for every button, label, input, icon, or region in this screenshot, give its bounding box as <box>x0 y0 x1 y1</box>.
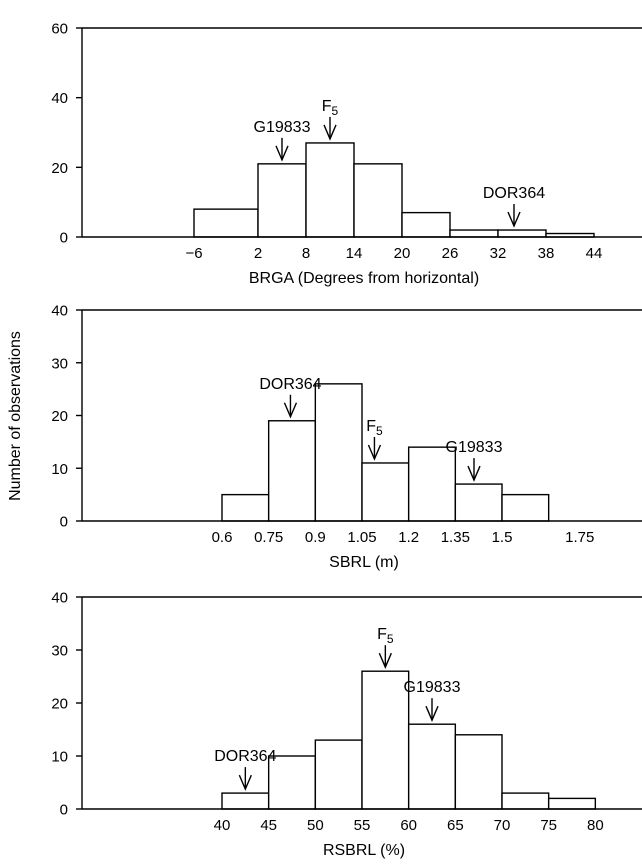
chart-brga: 0 20 40 60 −6 2 8 14 20 26 32 38 44 BRGA (Degrees fro… <box>51 21 642 287</box>
rsbrl-bar-7 <box>547 797 597 810</box>
brga-y-tick-label: 20 <box>51 160 68 177</box>
sbrl-x-tick-label: 1.2 <box>398 529 419 546</box>
rsbrl-y-tick-label: 40 <box>51 590 68 607</box>
brga-x-tick-label: 32 <box>490 245 507 262</box>
brga-x-tick-label: 26 <box>442 245 459 262</box>
brga-annotation-arrow-head <box>275 145 289 162</box>
brga-annotation-f5: F5 <box>322 98 339 118</box>
brga-bar-6 <box>497 229 547 238</box>
rsbrl-y-tick-label: 20 <box>51 696 68 713</box>
rsbrl-bar-0 <box>221 792 270 810</box>
rsbrl-x-tick-label: 65 <box>447 817 464 834</box>
brga-x-tick-label: 8 <box>302 245 310 262</box>
sbrl-bar-0 <box>221 493 270 522</box>
sbrl-x-tick-label: 1.75 <box>565 529 594 546</box>
chart-sbrl: 0 10 20 30 40 0.6 0.75 0.9 1.05 1.2 1.35 1.5 1.75 SBR… <box>51 303 642 571</box>
sbrl-y-tick-label: 30 <box>51 355 68 372</box>
brga-x-tick-label: 20 <box>394 245 411 262</box>
brga-bar-4 <box>401 211 451 238</box>
brga-x-tick-label: 44 <box>586 245 603 262</box>
brga-y-tick-label: 60 <box>51 21 68 38</box>
sbrl-x-tick-label: 1.5 <box>492 529 513 546</box>
rsbrl-annotation-arrow-head <box>238 774 252 791</box>
rsbrl-annotation-arrow-head <box>378 652 392 669</box>
brga-annotation-dor364: DOR364 <box>483 185 545 202</box>
sbrl-x-tick-label: 0.75 <box>254 529 283 546</box>
sbrl-bar-6 <box>501 493 550 522</box>
rsbrl-annotation-dor364: DOR364 <box>214 748 276 765</box>
brga-annotation-g19833: G19833 <box>254 119 311 136</box>
chart-rsbrl: 0 10 20 30 40 40 45 50 55 60 65 70 75 80 RSBRL (%) DOR3… <box>51 590 642 859</box>
sbrl-y-tick-label: 20 <box>51 408 68 425</box>
rsbrl-y-tick-label: 0 <box>60 802 68 819</box>
sbrl-x-tick-label: 0.6 <box>212 529 233 546</box>
brga-x-tick-label: 14 <box>346 245 363 262</box>
shared-y-axis-label: Number of observations <box>7 331 24 501</box>
rsbrl-annotation-arrow-head <box>425 705 439 722</box>
rsbrl-x-tick-label: 70 <box>494 817 511 834</box>
brga-x-tick-label: −6 <box>185 245 202 262</box>
sbrl-annotation-arrow-head <box>367 444 382 461</box>
sbrl-bar-2 <box>314 383 363 522</box>
brga-bar-5 <box>449 229 499 238</box>
sbrl-y-tick-label: 10 <box>51 461 68 478</box>
brga-bar-2 <box>305 142 355 238</box>
rsbrl-bar-1 <box>267 755 317 810</box>
rsbrl-x-tick-label: 55 <box>354 817 371 834</box>
rsbrl-x-tick-label: 50 <box>307 817 324 834</box>
brga-x-axis-label: BRGA (Degrees from horizontal) <box>249 270 479 287</box>
rsbrl-bar-6 <box>501 792 550 810</box>
sbrl-annotation-f5: F5 <box>366 418 383 438</box>
sbrl-annotation-dor364: DOR364 <box>259 376 321 393</box>
rsbrl-bar-3 <box>361 670 410 810</box>
brga-x-tick-label: 38 <box>538 245 555 262</box>
sbrl-annotation-arrow-head <box>467 465 481 482</box>
brga-bar-0 <box>193 208 259 238</box>
rsbrl-x-tick-label: 60 <box>400 817 417 834</box>
rsbrl-x-tick-label: 40 <box>214 817 231 834</box>
sbrl-y-tick-label: 0 <box>60 514 68 531</box>
brga-x-tick-label: 2 <box>254 245 262 262</box>
rsbrl-x-tick-label: 80 <box>587 817 604 834</box>
rsbrl-bar-2 <box>314 739 363 810</box>
brga-bar-3 <box>353 163 403 238</box>
rsbrl-annotation-g19833: G19833 <box>404 679 461 696</box>
sbrl-x-tick-label: 0.9 <box>305 529 326 546</box>
sbrl-annotation-arrow-head <box>283 402 298 419</box>
sbrl-x-axis-label: SBRL (m) <box>329 554 399 571</box>
sbrl-y-tick-label: 40 <box>51 303 68 320</box>
sbrl-bar-4 <box>407 446 457 522</box>
sbrl-x-tick-label: 1.05 <box>347 529 376 546</box>
rsbrl-bar-4 <box>407 723 457 810</box>
sbrl-bar-3 <box>361 462 410 522</box>
rsbrl-y-tick-label: 30 <box>51 643 68 660</box>
rsbrl-x-axis-label: RSBRL (%) <box>323 842 405 859</box>
sbrl-annotation-g19833: G19833 <box>446 439 503 456</box>
sbrl-x-tick-label: 1.35 <box>441 529 470 546</box>
rsbrl-annotation-f5: F5 <box>377 626 394 646</box>
sbrl-bar-1 <box>267 420 317 522</box>
rsbrl-x-tick-label: 45 <box>260 817 277 834</box>
brga-y-tick-label: 0 <box>60 230 68 247</box>
rsbrl-x-tick-label: 75 <box>540 817 557 834</box>
brga-annotation-arrow-head <box>507 211 521 228</box>
brga-annotation-arrow-head <box>323 124 337 141</box>
brga-bar-1 <box>257 163 307 238</box>
rsbrl-y-tick-label: 10 <box>51 749 68 766</box>
rsbrl-bar-5 <box>454 734 503 810</box>
sbrl-bar-5 <box>454 483 503 522</box>
brga-y-tick-label: 40 <box>51 90 68 107</box>
